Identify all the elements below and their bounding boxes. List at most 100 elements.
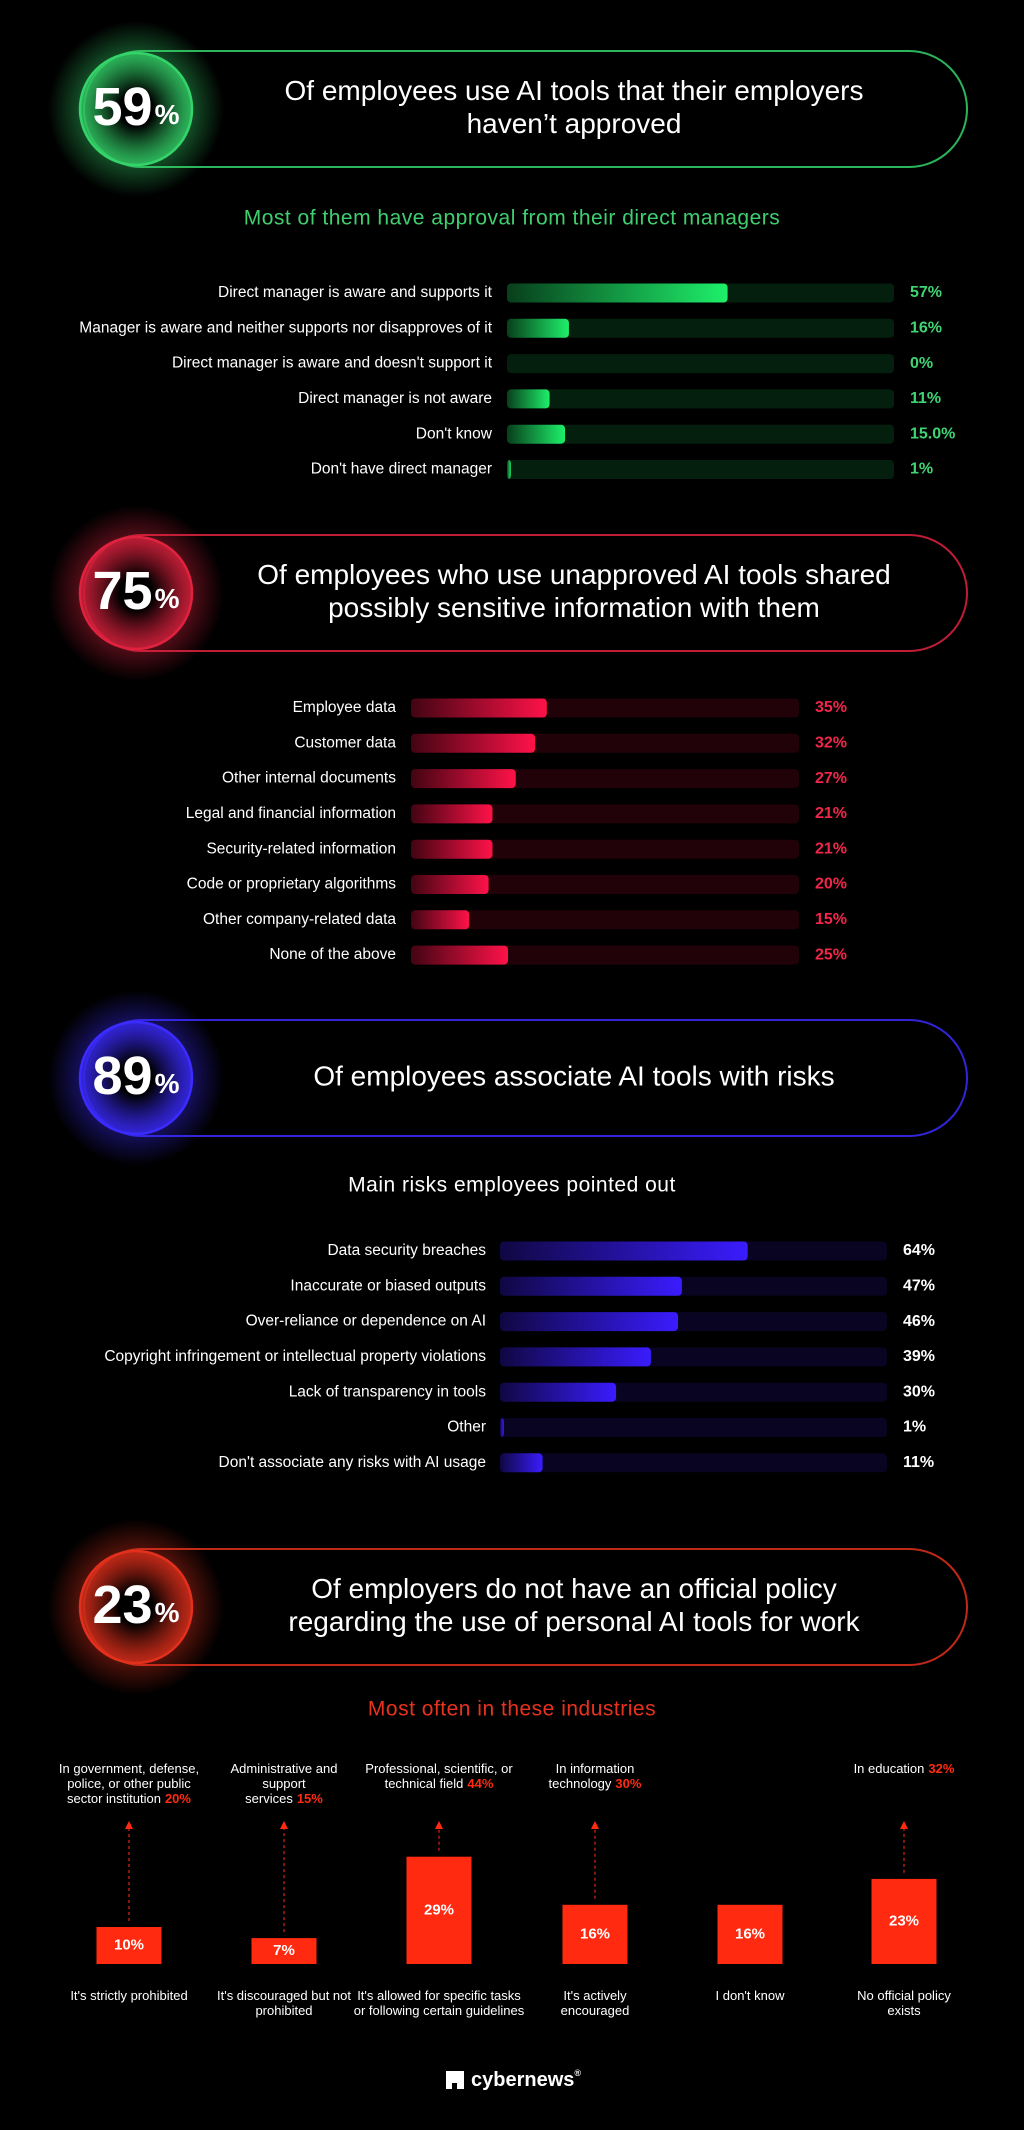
- value-label: 21%: [815, 805, 847, 822]
- annotation: In education 32%: [824, 1761, 984, 1776]
- bar: [507, 424, 566, 444]
- category-label: Don't have direct manager: [311, 461, 492, 478]
- bar-track: [507, 389, 894, 409]
- bar: [411, 839, 493, 859]
- category-label: None of the above: [269, 946, 396, 963]
- bar: [500, 1347, 651, 1367]
- value-label: 25%: [815, 946, 847, 963]
- category-label: No official policy exists: [857, 1988, 951, 2018]
- brand-name: cybernews: [471, 2069, 574, 2091]
- value-label: 20%: [815, 876, 847, 893]
- value-label: 11%: [910, 390, 941, 407]
- value-label: 16%: [735, 1925, 765, 1942]
- value-label: 39%: [903, 1348, 935, 1365]
- annotation-text: In government, defense, police, or other…: [58, 1761, 200, 1806]
- callout-statement: possibly sensitive information with them: [328, 592, 820, 623]
- bar: [507, 318, 569, 338]
- bar-track: [411, 875, 799, 894]
- bar: [411, 733, 536, 753]
- stat-unit: %: [155, 1068, 180, 1099]
- callout-statement: haven’t approved: [467, 108, 682, 139]
- bar-track: [411, 839, 799, 859]
- bar: [507, 460, 511, 479]
- callout-statement: Of employers do not have an official pol…: [311, 1573, 837, 1604]
- bar-track: [507, 318, 894, 338]
- category-label: Direct manager is aware and doesn't supp…: [172, 355, 493, 372]
- arrow-head: [900, 1821, 908, 1829]
- category-label: Don't associate any risks with AI usage: [219, 1454, 486, 1471]
- callout-statement: Of employees who use unapproved AI tools…: [257, 559, 891, 590]
- annotation: Administrative and support services 15%: [223, 1761, 345, 1806]
- bar: [500, 1418, 504, 1437]
- bar: [500, 1453, 543, 1473]
- category-label: I don't know: [715, 1988, 785, 2003]
- chart-title: Main risks employees pointed out: [348, 1174, 676, 1197]
- arrow-head: [591, 1821, 599, 1829]
- category-label: Code or proprietary algorithms: [187, 876, 397, 893]
- value-label: 47%: [903, 1278, 935, 1295]
- stat-number: 23: [93, 1575, 153, 1635]
- annotation: In government, defense, police, or other…: [55, 1761, 203, 1806]
- category-label: Employee data: [293, 699, 397, 716]
- category-label: It's strictly prohibited: [70, 1988, 188, 2003]
- bar: [500, 1276, 682, 1296]
- category-label: Don't know: [416, 425, 493, 442]
- bar: [500, 1241, 748, 1261]
- annotation-text: In information technology: [548, 1761, 635, 1791]
- bar: [406, 1856, 472, 1964]
- arrow-head: [435, 1821, 443, 1829]
- callout-statement: regarding the use of personal AI tools f…: [288, 1606, 860, 1637]
- bar-track: [411, 804, 799, 824]
- value-label: 16%: [580, 1925, 610, 1942]
- bar: [562, 1904, 628, 1964]
- bar: [411, 769, 516, 789]
- value-label: 16%: [910, 320, 942, 337]
- value-label: 0%: [910, 355, 933, 372]
- value-label: 27%: [815, 770, 847, 787]
- annotation-share: 20%: [164, 1791, 191, 1806]
- stat-unit: %: [155, 1597, 180, 1628]
- callout-stat: 75%: [93, 561, 180, 621]
- callout-disc: [78, 1020, 194, 1136]
- value-label: 7%: [273, 1942, 295, 1959]
- value-label: 11%: [903, 1454, 934, 1471]
- annotation-share: 15%: [296, 1791, 323, 1806]
- bar: [717, 1904, 783, 1964]
- category-label: It's allowed for specific tasks or follo…: [353, 1988, 525, 2018]
- bar-track: [507, 460, 894, 479]
- arrow-head: [125, 1821, 133, 1829]
- annotation-text: Administrative and support services: [230, 1761, 338, 1806]
- bar: [871, 1878, 937, 1964]
- bar: [411, 910, 470, 930]
- stat-unit: %: [155, 583, 180, 614]
- category-label: Customer data: [294, 734, 396, 751]
- bar: [411, 875, 489, 894]
- value-label: 46%: [903, 1313, 935, 1330]
- category-label: Copyright infringement or intellectual p…: [104, 1348, 486, 1365]
- value-label: 1%: [910, 461, 933, 478]
- bar-track: [507, 424, 894, 444]
- bar-track: [500, 1418, 887, 1437]
- value-label: 1%: [903, 1419, 926, 1436]
- value-label: 35%: [815, 699, 847, 716]
- bar: [411, 804, 493, 824]
- category-label: It's actively encouraged: [560, 1988, 630, 2018]
- callout-stat: 89%: [93, 1046, 180, 1106]
- stat-number: 89: [93, 1046, 153, 1106]
- chart-title: Most often in these industries: [368, 1698, 656, 1721]
- category-label: Security-related information: [206, 840, 396, 857]
- annotation-share: 32%: [928, 1761, 955, 1776]
- value-label: 15.0%: [910, 425, 955, 442]
- bar-track: [411, 910, 799, 930]
- category-label: Inaccurate or biased outputs: [290, 1277, 486, 1294]
- arrow-head: [280, 1821, 288, 1829]
- logo-icon: [446, 2071, 464, 2089]
- callout-disc: [78, 51, 194, 167]
- category-label: Manager is aware and neither supports no…: [79, 319, 492, 336]
- bar-track: [507, 354, 894, 374]
- callout-disc: [78, 1549, 194, 1665]
- value-label: 29%: [424, 1901, 454, 1918]
- bar-track: [500, 1453, 887, 1473]
- annotation-share: 30%: [615, 1776, 642, 1791]
